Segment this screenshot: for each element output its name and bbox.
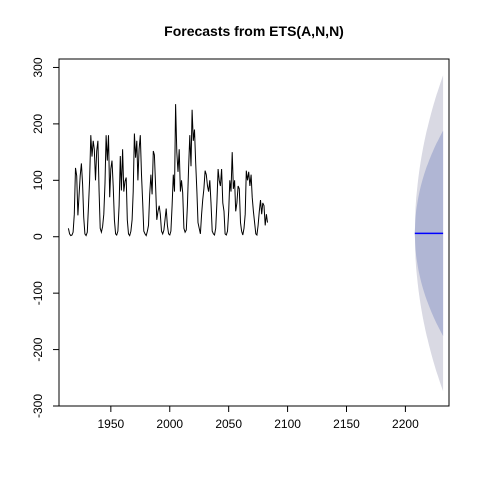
x-tick-label: 1950 [97,417,124,431]
x-tick-label: 2000 [156,417,183,431]
y-tick-label: -200 [31,337,45,361]
series-lines [67,104,444,237]
chart-title: Forecasts from ETS(A,N,N) [164,23,344,39]
y-tick-label: 200 [31,114,45,134]
y-tick-label: -300 [31,394,45,418]
y-tick-label: 300 [31,57,45,77]
series-observed [67,104,268,237]
x-tick-label: 2200 [392,417,419,431]
x-tick-label: 2150 [333,417,360,431]
y-tick-label: 100 [31,170,45,190]
x-axis: 1950 2000 2050 2100 2150 2200 [97,405,419,431]
y-tick-label: -100 [31,281,45,305]
y-tick-label: 0 [31,233,45,240]
x-tick-label: 2050 [215,417,242,431]
y-axis: -300 -200 -100 0 100 200 300 [31,57,60,418]
x-tick-label: 2100 [274,417,301,431]
